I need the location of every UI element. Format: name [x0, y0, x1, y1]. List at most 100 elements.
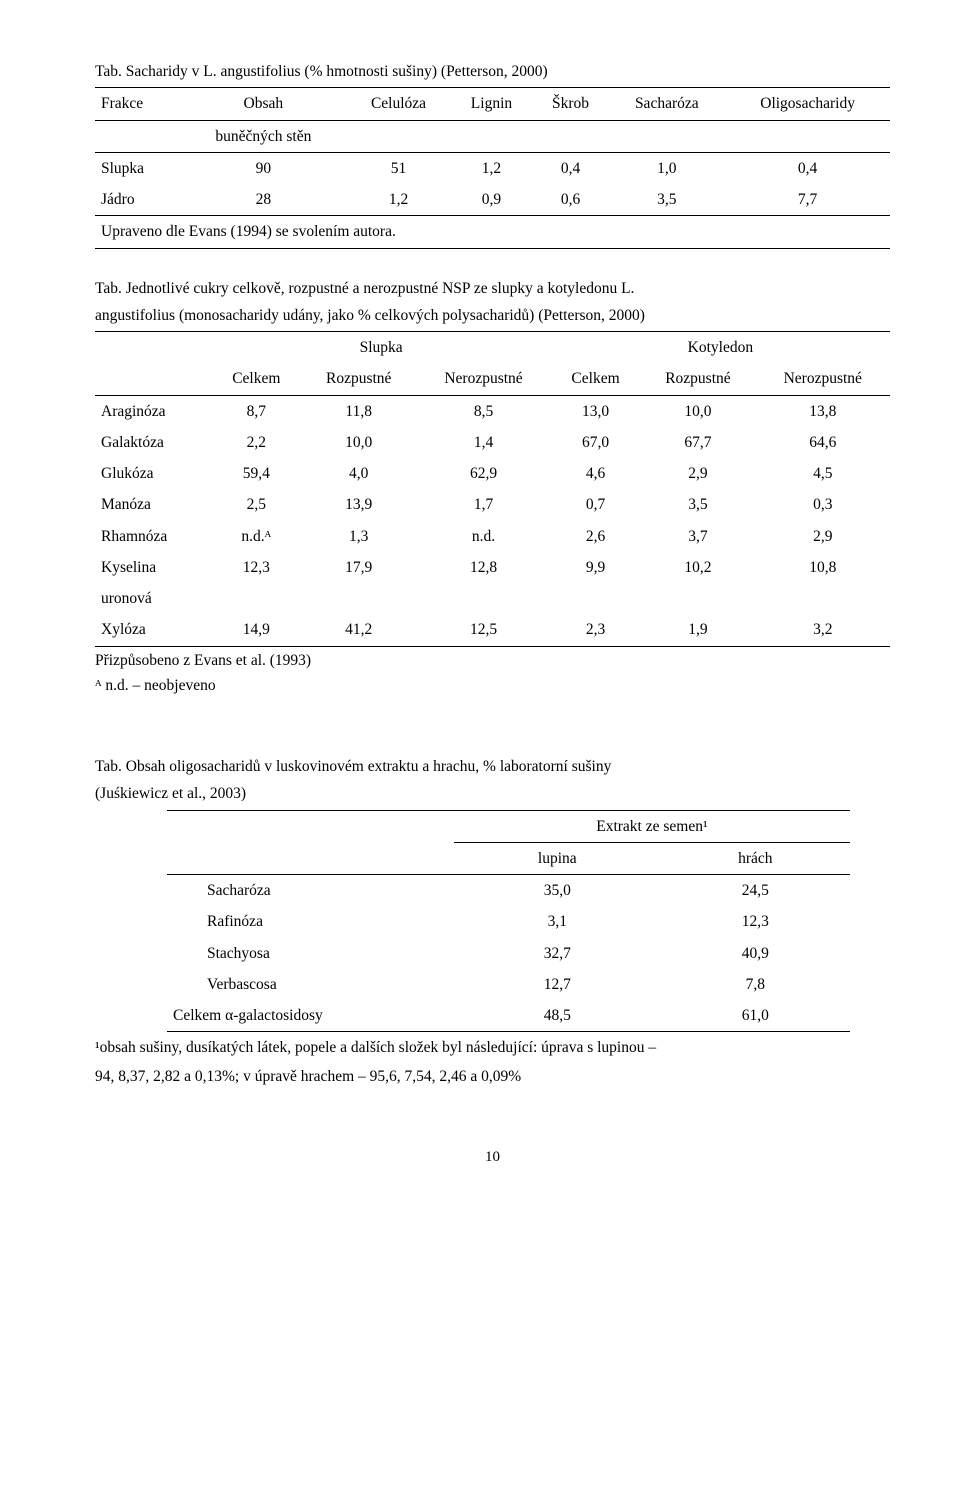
t2-h5: Rozpustné: [640, 363, 755, 395]
table-cell: 1,7: [416, 489, 550, 520]
table-cell: 12,3: [661, 906, 850, 937]
table-cell: 2,9: [756, 521, 890, 552]
t1-subhead: buněčných stěn: [180, 120, 347, 152]
t3-h2: hrách: [661, 842, 850, 874]
table-cell: 0,4: [725, 152, 890, 184]
table-cell: 3,5: [640, 489, 755, 520]
table-cell: Manóza: [95, 489, 212, 520]
table-cell: 4,0: [301, 458, 416, 489]
table-cell: 3,7: [640, 521, 755, 552]
table-cell: 2,5: [212, 489, 302, 520]
table-cell: 12,5: [416, 614, 550, 646]
table-row: Kyselina 12,3 17,9 12,8 9,9 10,2 10,8: [95, 552, 890, 583]
table-cell: 4,5: [756, 458, 890, 489]
table-row: Rhamnóza n.d.ᴬ 1,3 n.d. 2,6 3,7 2,9: [95, 521, 890, 552]
table-cell: Sacharóza: [167, 875, 454, 907]
table3: Extrakt ze semen¹ lupina hrách Sacharóza…: [167, 810, 850, 1033]
table-cell: 64,6: [756, 427, 890, 458]
table-cell: 17,9: [301, 552, 416, 583]
table-cell: 62,9: [416, 458, 550, 489]
table-cell: 1,4: [416, 427, 550, 458]
table-cell: 1,2: [450, 152, 532, 184]
table-cell: Rhamnóza: [95, 521, 212, 552]
table-cell: 51: [347, 152, 451, 184]
table-cell: 13,0: [551, 395, 641, 427]
table-cell: Xylóza: [95, 614, 212, 646]
t1-h1: Obsah: [180, 88, 347, 120]
t1-footnote: Upraveno dle Evans (1994) se svolením au…: [95, 216, 890, 248]
table-cell: 9,9: [551, 552, 641, 583]
table-cell: 32,7: [454, 938, 661, 969]
table-row: Galaktóza 2,2 10,0 1,4 67,0 67,7 64,6: [95, 427, 890, 458]
table-cell: 67,7: [640, 427, 755, 458]
table-cell: 2,3: [551, 614, 641, 646]
table-cell: Galaktóza: [95, 427, 212, 458]
t1-h0: Frakce: [95, 88, 180, 120]
table-cell: 24,5: [661, 875, 850, 907]
table-cell: 67,0: [551, 427, 641, 458]
table2-caption-l1: Tab. Jednotlivé cukry celkově, rozpustné…: [95, 277, 890, 300]
table-cell: 2,9: [640, 458, 755, 489]
table-row: Celkem α-galactosidosy 48,5 61,0: [167, 1000, 850, 1032]
table-cell: uronová: [95, 583, 212, 614]
table-row: Verbascosa 12,7 7,8: [167, 969, 850, 1000]
table-row: uronová: [95, 583, 890, 614]
table1-caption: Tab. Sacharidy v L. angustifolius (% hmo…: [95, 60, 890, 83]
table3-caption-l2: (Juśkiewicz et al., 2003): [95, 782, 890, 805]
table-cell: 12,8: [416, 552, 550, 583]
table-cell: 59,4: [212, 458, 302, 489]
table-cell: 14,9: [212, 614, 302, 646]
table-cell: n.d.ᴬ: [212, 521, 302, 552]
table-row: Araginóza 8,7 11,8 8,5 13,0 10,0 13,8: [95, 395, 890, 427]
t1-h2: Celulóza: [347, 88, 451, 120]
table-cell: 8,7: [212, 395, 302, 427]
t2-foot1: Přizpůsobeno z Evans et al. (1993): [95, 649, 890, 672]
table3-caption-l1: Tab. Obsah oligosacharidů v luskovinovém…: [95, 755, 890, 778]
table-cell: 48,5: [454, 1000, 661, 1032]
table-cell: 3,5: [608, 184, 725, 216]
table-cell: 40,9: [661, 938, 850, 969]
table-cell: 11,8: [301, 395, 416, 427]
table-cell: Stachyosa: [167, 938, 454, 969]
table-cell: n.d.: [416, 521, 550, 552]
table-cell: 2,2: [212, 427, 302, 458]
t2-h3: Nerozpustné: [416, 363, 550, 395]
table-cell: Slupka: [95, 152, 180, 184]
table-cell: 1,2: [347, 184, 451, 216]
table-row: Manóza 2,5 13,9 1,7 0,7 3,5 0,3: [95, 489, 890, 520]
t2-group1: Slupka: [212, 332, 551, 364]
t3-foot-l1: ¹obsah sušiny, dusíkatých látek, popele …: [95, 1036, 890, 1061]
table-cell: 2,6: [551, 521, 641, 552]
t2-h6: Nerozpustné: [756, 363, 890, 395]
table-row: Stachyosa 32,7 40,9: [167, 938, 850, 969]
table-cell: 8,5: [416, 395, 550, 427]
table-cell: Kyselina: [95, 552, 212, 583]
table-cell: 1,3: [301, 521, 416, 552]
t2-h2: Rozpustné: [301, 363, 416, 395]
t3-h1: lupina: [454, 842, 661, 874]
table-cell: 35,0: [454, 875, 661, 907]
table-cell: 12,7: [454, 969, 661, 1000]
table-cell: 3,1: [454, 906, 661, 937]
t1-h4: Škrob: [533, 88, 609, 120]
table-cell: Glukóza: [95, 458, 212, 489]
table-cell: 10,0: [301, 427, 416, 458]
table-cell: Araginóza: [95, 395, 212, 427]
table-cell: 41,2: [301, 614, 416, 646]
table-cell: 12,3: [212, 552, 302, 583]
table-cell: 0,7: [551, 489, 641, 520]
t3-foot-l2: 94, 8,37, 2,82 a 0,13%; v úpravě hrachem…: [95, 1065, 890, 1090]
table-row: Glukóza 59,4 4,0 62,9 4,6 2,9 4,5: [95, 458, 890, 489]
t3-head-top: Extrakt ze semen¹: [454, 810, 850, 842]
t1-h5: Sacharóza: [608, 88, 725, 120]
table2: Slupka Kotyledon Celkem Rozpustné Nerozp…: [95, 331, 890, 647]
table-row: Xylóza 14,9 41,2 12,5 2,3 1,9 3,2: [95, 614, 890, 646]
table-cell: 13,9: [301, 489, 416, 520]
table-cell: Celkem α-galactosidosy: [167, 1000, 454, 1032]
table-cell: 7,8: [661, 969, 850, 1000]
t1-h3: Lignin: [450, 88, 532, 120]
t2-h4: Celkem: [551, 363, 641, 395]
table-cell: 1,9: [640, 614, 755, 646]
table-cell: 61,0: [661, 1000, 850, 1032]
table-cell: Rafinóza: [167, 906, 454, 937]
